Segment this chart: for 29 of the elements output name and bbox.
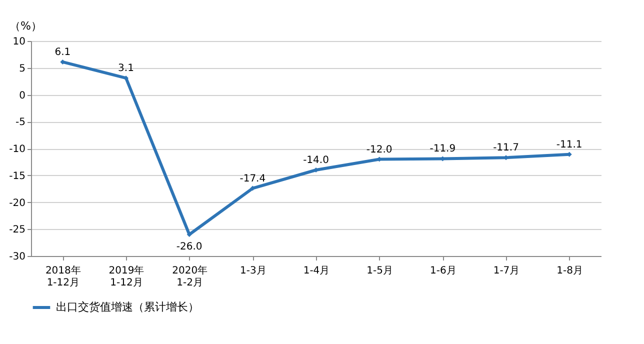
y-tick-label: 10 [12, 36, 26, 48]
y-tick-label: -15 [9, 170, 26, 182]
data-label: -14.0 [303, 155, 329, 166]
x-tick-label: 2019年 1-12月 [108, 264, 144, 288]
data-label: -11.7 [493, 142, 519, 154]
data-label: 3.1 [118, 63, 134, 74]
y-axis-title: （%） [10, 20, 42, 32]
data-label: -17.4 [240, 173, 266, 184]
y-tick-label: -20 [9, 198, 26, 209]
x-tick-label: 2018年 1-12月 [45, 264, 81, 288]
x-tick-label: 1-4月 [303, 266, 330, 276]
data-label: -11.9 [430, 144, 456, 155]
data-label: -12.0 [366, 144, 392, 156]
x-tick-label: 1-6月 [430, 266, 456, 276]
x-tick-label: 2020年 1-2月 [172, 264, 208, 288]
y-tick-label: 0 [19, 90, 26, 102]
y-tick-label: -25 [9, 224, 26, 236]
y-tick-label: -30 [9, 252, 26, 262]
data-label: -26.0 [176, 242, 202, 252]
data-label: -11.1 [556, 139, 582, 150]
y-tick-label: -10 [9, 144, 26, 155]
y-tick-label: -5 [16, 117, 26, 128]
x-tick-label: 1-8月 [556, 266, 584, 276]
x-tick-label: 1-3月 [240, 266, 266, 276]
y-tick-label: 5 [19, 63, 26, 74]
x-tick-label: 1-5月 [366, 266, 394, 276]
x-tick-label: 1-7月 [493, 266, 520, 276]
data-label: 6.1 [54, 46, 71, 58]
legend-label: 出口交货值增速（累计增长） [56, 300, 199, 314]
